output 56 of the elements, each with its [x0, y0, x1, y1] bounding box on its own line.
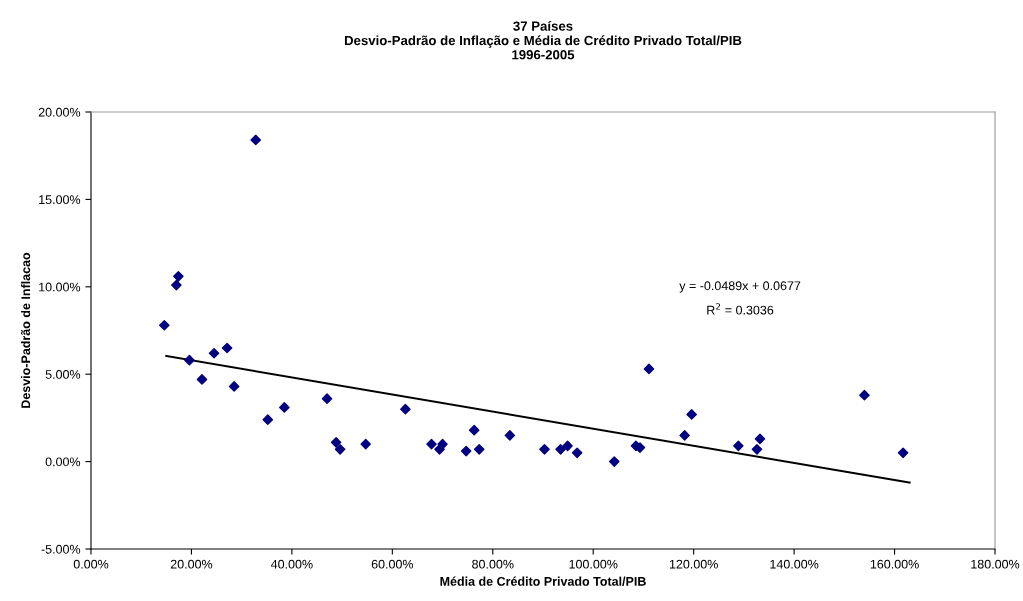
point — [171, 279, 182, 291]
point — [279, 402, 290, 413]
point — [262, 414, 274, 425]
x-tick-label: 40.00% — [270, 559, 313, 569]
point — [330, 437, 342, 448]
point — [360, 438, 372, 450]
point — [173, 271, 184, 282]
point — [643, 363, 655, 375]
x-tick-label: 60.00% — [371, 559, 414, 569]
point — [679, 430, 690, 441]
point — [571, 447, 583, 459]
annotation: R$^{2}$ = 0.3036 — [707, 303, 774, 315]
point — [539, 444, 550, 455]
y-tick-label: 10.00% — [39, 282, 81, 292]
point — [159, 319, 170, 331]
point — [473, 444, 485, 455]
x-tick-label: 140.00% — [770, 559, 819, 569]
point — [334, 444, 346, 455]
x-tick-label: 0.00% — [73, 559, 109, 569]
annotation: y = -0.0489x + 0.0677 — [679, 281, 801, 293]
point — [562, 440, 573, 452]
point — [754, 433, 766, 445]
x-tick-label: 20.00% — [170, 559, 213, 569]
y-tick-label: 0.00% — [45, 457, 81, 467]
x-tick-label: 180.00% — [971, 559, 1020, 569]
point — [555, 444, 566, 455]
point — [321, 393, 333, 404]
point — [184, 354, 195, 366]
point — [609, 456, 620, 467]
x-tick-label: 160.00% — [870, 559, 919, 569]
y-axis-title: Desvio-Padrão de Inflacao — [20, 252, 31, 408]
y-tick-label: -5.00% — [41, 544, 81, 554]
point — [250, 134, 262, 146]
point — [460, 445, 472, 457]
y-tick-label: 20.00% — [38, 107, 81, 117]
point — [221, 342, 233, 354]
x-tick-label: 120.00% — [669, 559, 718, 569]
point — [208, 347, 220, 359]
chart-title: 37 Países Desvio-Padrão de Inflação e Média de Crédito Privado Total/PIB 1996-2005 — [344, 20, 742, 60]
point — [426, 438, 437, 450]
x-tick-label: 80.00% — [472, 559, 514, 569]
y-tick-label: 5.00% — [45, 370, 81, 379]
x-axis-title: Média de Crédito Privado Total/PIB — [440, 576, 646, 586]
point — [400, 403, 411, 415]
x-tick-label: 100.00% — [569, 559, 618, 569]
point — [897, 447, 909, 459]
y-tick-label: 15.00% — [39, 195, 81, 205]
point — [504, 430, 516, 441]
point — [228, 381, 240, 392]
point — [751, 444, 763, 455]
point — [686, 409, 697, 420]
point — [468, 424, 480, 436]
point — [196, 374, 208, 385]
point — [733, 440, 744, 452]
point — [859, 389, 870, 401]
point — [437, 438, 448, 450]
